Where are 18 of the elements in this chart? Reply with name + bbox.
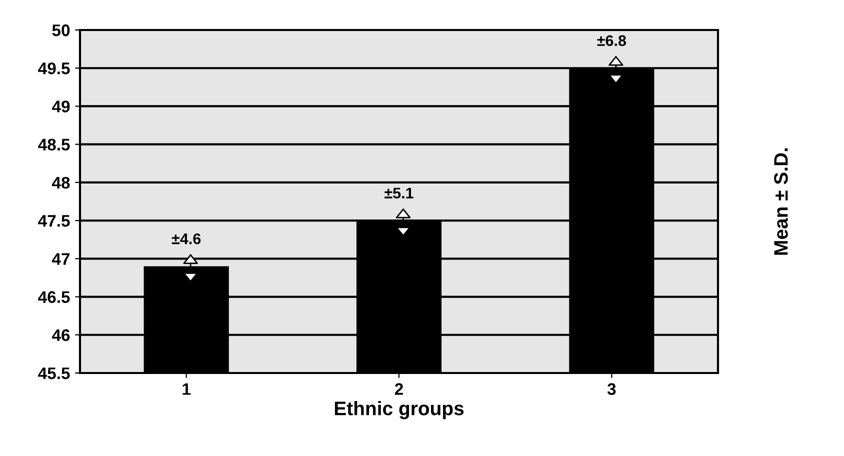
y-tick-label: 45.5 xyxy=(38,368,70,380)
y-tick-label: 47 xyxy=(52,253,70,265)
y-tick-label: 47.5 xyxy=(38,215,70,227)
x-tick-label: 2 xyxy=(394,383,403,395)
y-tick-label: 48 xyxy=(52,176,70,189)
y-tick-label: 46 xyxy=(52,329,70,342)
x-tick-label: 3 xyxy=(607,383,616,395)
annotation: ±4.6 xyxy=(172,233,201,244)
x-tick-label: 1 xyxy=(182,383,191,395)
x-axis-title: Ethnic groups xyxy=(334,401,464,420)
y-tick-label: 48.5 xyxy=(38,138,70,151)
y-tick-label: 50 xyxy=(52,24,70,36)
annotation: ±6.8 xyxy=(597,35,626,46)
y-tick-label: 49 xyxy=(52,100,70,112)
y-tick-label: 46.5 xyxy=(38,291,70,303)
y-tick-label: 49.5 xyxy=(38,62,70,74)
y-axis-title: Mean ± S.D. xyxy=(774,148,788,255)
annotation: ±5.1 xyxy=(384,188,414,198)
